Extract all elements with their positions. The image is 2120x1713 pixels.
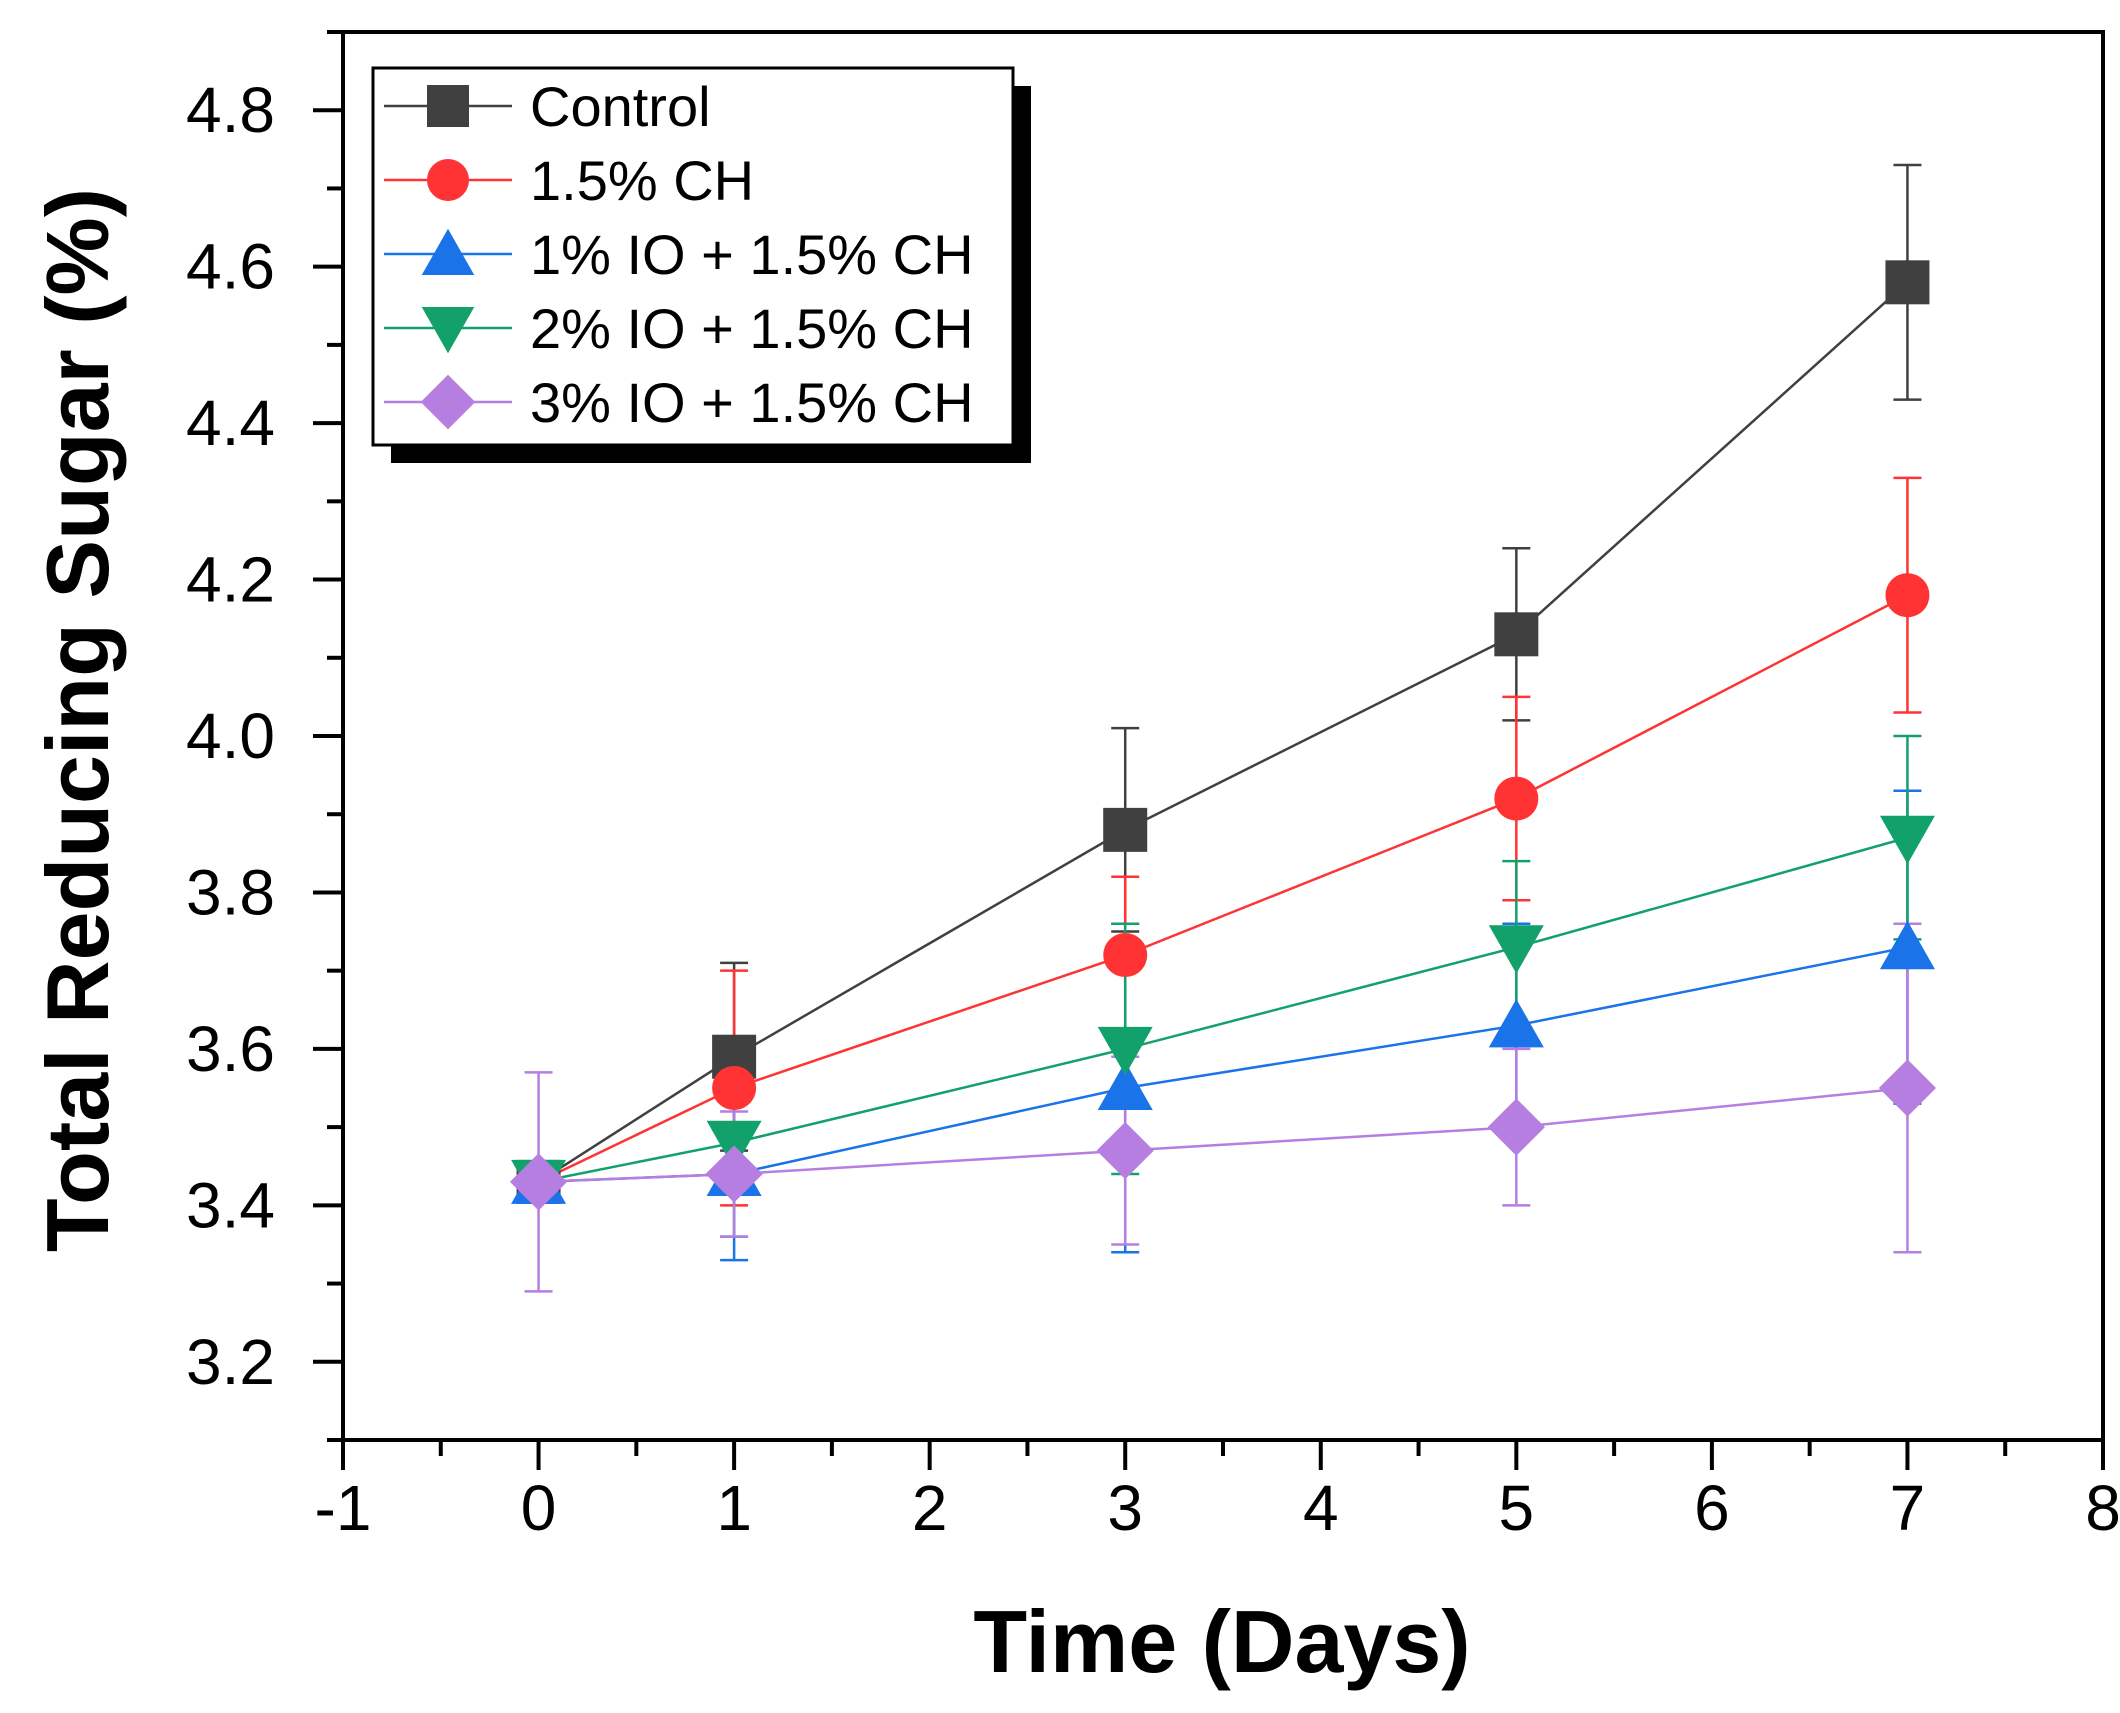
legend-marker (421, 307, 475, 354)
data-point (1494, 776, 1539, 821)
data-point (712, 1066, 757, 1110)
data-point (706, 1120, 762, 1170)
legend-marker (427, 159, 469, 201)
data-point (1488, 925, 1544, 974)
x-tick-label: 1 (716, 1472, 752, 1544)
legend-label: Control (530, 75, 711, 138)
x-tick-label: 0 (521, 1472, 557, 1544)
x-axis-ticks: -1 0 1 2 3 4 5 6 7 8 (315, 1440, 2120, 1544)
data-point (1103, 933, 1148, 978)
x-tick-label: 3 (1107, 1472, 1143, 1544)
legend-marker (427, 85, 469, 127)
legend-marker (421, 228, 475, 275)
data-point (1879, 920, 1935, 970)
data-point (1097, 1061, 1153, 1110)
x-tick-label: 5 (1499, 1472, 1535, 1544)
y-tick-label: 4.2 (186, 544, 275, 616)
series-markers (509, 260, 1937, 1211)
y-tick-label: 3.8 (186, 856, 275, 928)
x-tick-label: 2 (912, 1472, 948, 1544)
y-axis-title: Total Reducing Sugar (%) (28, 188, 127, 1252)
data-point (1096, 1121, 1154, 1180)
x-tick-label: -1 (315, 1472, 372, 1544)
data-point (1885, 260, 1930, 305)
data-point (1487, 1098, 1545, 1156)
data-point (1878, 1059, 1937, 1117)
y-tick-label: 3.6 (186, 1013, 275, 1085)
y-tick-label: 4.8 (186, 74, 275, 146)
x-tick-label: 8 (2085, 1472, 2120, 1544)
data-point (1879, 815, 1935, 865)
data-point (1885, 573, 1930, 618)
y-tick-label: 4.0 (186, 700, 275, 772)
x-axis-title: Time (Days) (973, 1592, 1470, 1691)
legend-label: 3% IO + 1.5% CH (530, 371, 974, 434)
x-tick-label: 6 (1694, 1472, 1730, 1544)
legend-label: 1.5% CH (530, 149, 754, 212)
y-tick-label: 3.4 (186, 1169, 275, 1241)
legend-marker (420, 374, 476, 430)
legend-box (371, 66, 1015, 447)
y-tick-label: 3.2 (186, 1326, 275, 1398)
y-axis-ticks: 3.2 3.4 3.6 3.8 4.0 4.2 4.4 4.6 4.8 (186, 30, 343, 1442)
data-point (1103, 807, 1148, 852)
x-tick-label: 7 (1890, 1472, 1926, 1544)
data-point (705, 1145, 763, 1203)
legend-label: 1% IO + 1.5% CH (530, 223, 974, 286)
data-point (509, 1153, 568, 1211)
y-tick-label: 4.6 (186, 231, 275, 303)
data-point (1494, 612, 1539, 657)
x-tick-label: 4 (1303, 1472, 1339, 1544)
legend: Control 1.5% CH 1% IO + 1.5% CH 2% IO + 1.5… (371, 66, 1031, 463)
data-point (1097, 1026, 1153, 1076)
y-tick-label: 4.4 (186, 387, 275, 459)
data-point (1488, 999, 1544, 1048)
legend-label: 2% IO + 1.5% CH (530, 297, 974, 360)
